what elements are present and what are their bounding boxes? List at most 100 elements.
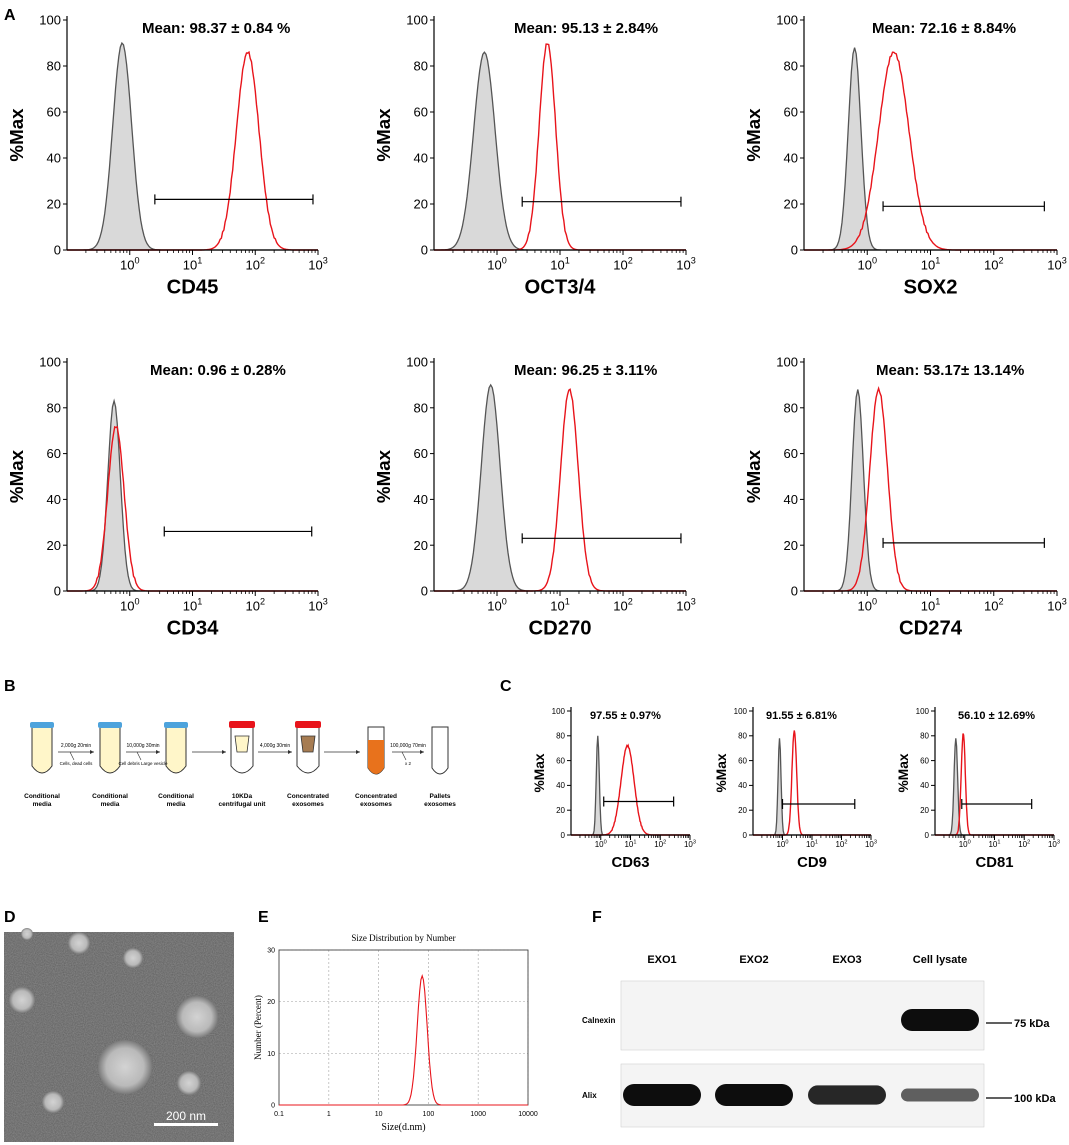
lane-label: EXO2 bbox=[739, 954, 768, 966]
marker-label: CD34 bbox=[167, 618, 220, 640]
panel-label-f: F bbox=[592, 909, 602, 926]
y-axis-label: Number (Percent) bbox=[253, 995, 263, 1060]
tube-body bbox=[431, 726, 449, 775]
x-tick-exponent: 0 bbox=[872, 597, 877, 607]
step-waste: Cell debris Large vesicle bbox=[118, 761, 168, 766]
x-tick-label: 102 bbox=[654, 839, 666, 849]
vesicle bbox=[176, 996, 218, 1038]
x-tick-exponent: 1 bbox=[633, 839, 636, 845]
y-tick-label: 30 bbox=[267, 948, 275, 955]
blot-band bbox=[623, 1084, 701, 1106]
x-tick-label: 102 bbox=[984, 256, 1004, 273]
sample-histogram bbox=[753, 730, 871, 836]
blot-band bbox=[808, 1085, 886, 1105]
tube-label-line2: media bbox=[101, 801, 120, 808]
x-tick-exponent: 3 bbox=[691, 597, 696, 607]
x-tick-label: 10000 bbox=[518, 1111, 538, 1118]
y-tick-label: 40 bbox=[784, 492, 798, 507]
x-tick-label: 102 bbox=[245, 256, 265, 273]
x-tick-label: 100 bbox=[776, 839, 788, 849]
arrow-head bbox=[222, 750, 226, 754]
kda-marker: 75 kDa bbox=[1014, 1018, 1050, 1030]
tube-cap bbox=[295, 721, 321, 728]
tube-label-line1: Conditional bbox=[158, 793, 194, 800]
y-tick-label: 60 bbox=[556, 756, 565, 765]
y-tick-label: 20 bbox=[738, 806, 747, 815]
control-histogram bbox=[753, 738, 871, 836]
y-tick-label: 0 bbox=[54, 243, 61, 258]
x-tick-label: 101 bbox=[550, 597, 570, 614]
y-tick-label: 60 bbox=[414, 105, 428, 120]
mean-annotation: 91.55 ± 6.81% bbox=[766, 710, 837, 722]
y-tick-label: 60 bbox=[414, 446, 428, 461]
x-tick-exponent: 1 bbox=[197, 597, 202, 607]
vesicle bbox=[42, 1091, 64, 1113]
x-tick-label: 103 bbox=[1047, 597, 1067, 614]
x-tick-exponent: 0 bbox=[604, 839, 607, 845]
panel-f-western-blot: EXO1 EXO2 EXO3 Cell lysate Calnexin 75 kDa Ali… bbox=[582, 954, 1056, 1128]
control-histogram bbox=[804, 389, 1057, 592]
mean-annotation: Mean: 72.16 ± 8.84% bbox=[872, 20, 1016, 37]
step-arrow-2: 10,000g 30min Cell debris Large vesicle bbox=[118, 743, 168, 766]
x-tick-exponent: 3 bbox=[323, 256, 328, 266]
y-tick-label: 80 bbox=[556, 732, 565, 741]
tube-label-line1: 10KDa bbox=[232, 793, 253, 800]
x-tick-exponent: 2 bbox=[628, 256, 633, 266]
x-tick-label: 103 bbox=[1048, 839, 1060, 849]
x-tick-label: 100 bbox=[857, 256, 877, 273]
mean-annotation: 56.10 ± 12.69% bbox=[958, 710, 1035, 722]
step-arrow-5 bbox=[324, 750, 360, 754]
x-tick-label: 103 bbox=[1047, 256, 1067, 273]
x-tick-exponent: 3 bbox=[1062, 597, 1067, 607]
marker-label: CD81 bbox=[976, 855, 1014, 871]
lane-label: Cell lysate bbox=[913, 954, 967, 966]
vesicle bbox=[21, 928, 33, 940]
arrow-head bbox=[288, 750, 292, 754]
x-tick-label: 100 bbox=[959, 839, 971, 849]
control-histogram bbox=[804, 47, 1057, 251]
mean-annotation: 97.55 ± 0.97% bbox=[590, 710, 661, 722]
y-tick-label: 20 bbox=[414, 538, 428, 553]
x-axis-label: Size(d.nm) bbox=[381, 1122, 425, 1133]
x-tick-exponent: 0 bbox=[134, 256, 139, 266]
panel-d-tem: 200 nm bbox=[4, 928, 234, 1142]
x-tick-label: 103 bbox=[676, 256, 696, 273]
mean-annotation: Mean: 0.96 ± 0.28% bbox=[150, 362, 286, 379]
vesicle bbox=[123, 948, 143, 968]
x-tick-label: 100 bbox=[120, 256, 140, 273]
y-tick-label: 40 bbox=[414, 492, 428, 507]
tube-label-line2: media bbox=[167, 801, 186, 808]
tube-body bbox=[165, 726, 187, 774]
y-tick-label: 0 bbox=[421, 243, 428, 258]
y-tick-label: 80 bbox=[738, 732, 747, 741]
step-arrow-1: 2,000g 20min Cells, dead cells bbox=[58, 743, 94, 766]
x-tick-label: 101 bbox=[183, 256, 203, 273]
x-tick-exponent: 2 bbox=[628, 597, 633, 607]
arrow-head bbox=[420, 750, 424, 754]
step-arrow-3 bbox=[192, 750, 226, 754]
step-waste: Cells, dead cells bbox=[60, 761, 94, 766]
x-tick-exponent: 2 bbox=[663, 839, 666, 845]
tube-label-line1: Pallets bbox=[430, 793, 451, 800]
y-tick-label: 0 bbox=[54, 584, 61, 599]
x-tick-label: 101 bbox=[988, 839, 1000, 849]
x-tick-label: 101 bbox=[550, 256, 570, 273]
y-tick-label: 100 bbox=[406, 355, 428, 370]
tube-label-line2: centrifugal unit bbox=[219, 801, 267, 808]
y-tick-label: 0 bbox=[791, 584, 798, 599]
x-tick-exponent: 3 bbox=[1057, 839, 1060, 845]
y-tick-label: 20 bbox=[920, 806, 929, 815]
y-tick-label: 40 bbox=[920, 781, 929, 790]
x-tick-label: 103 bbox=[308, 256, 328, 273]
arrow-head bbox=[90, 750, 94, 754]
x-tick-exponent: 1 bbox=[815, 839, 818, 845]
